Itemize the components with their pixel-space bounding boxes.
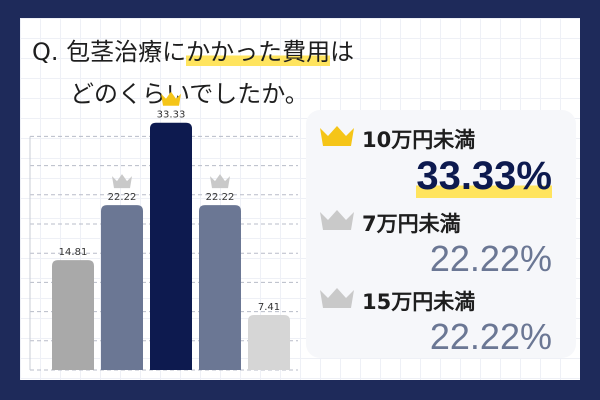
bar: [101, 205, 143, 370]
ranking-label-1: 10万円未満: [362, 128, 476, 152]
bar: [199, 205, 241, 370]
silver-crown-icon: [320, 210, 354, 230]
question-line-2: どのくらいでしたか。: [70, 80, 309, 108]
question-highlight: かかった費用: [186, 38, 331, 66]
gold-crown-icon: [161, 91, 181, 106]
bar: [52, 260, 94, 370]
question-suffix: は: [330, 38, 355, 66]
question-prefix: Q. 包茎治療に: [32, 38, 187, 66]
ranking-value-3: 22.22%: [429, 316, 552, 357]
silver-crown-icon: [210, 174, 230, 189]
bar-value-label: 22.22: [206, 192, 235, 203]
ranking-box: [306, 110, 576, 358]
gold-crown-icon: [320, 126, 354, 146]
bar: [150, 122, 192, 370]
silver-crown-icon: [320, 288, 354, 308]
question-line-1: Q. 包茎治療にかかった費用は: [32, 32, 354, 67]
bar-value-label: 33.33: [157, 110, 186, 121]
silver-crown-icon: [112, 174, 132, 189]
ranking-value-2: 22.22%: [429, 238, 552, 279]
bar-value-label: 22.22: [108, 192, 137, 203]
bar-value-label: 7.41: [258, 302, 280, 313]
ranking-label-3: 15万円未満: [362, 290, 476, 314]
ranking-label-2: 7万円未満: [362, 212, 461, 236]
ranking-value-1: 33.33%: [416, 154, 552, 198]
bar: [248, 315, 290, 370]
bar-value-label: 14.81: [59, 247, 88, 258]
